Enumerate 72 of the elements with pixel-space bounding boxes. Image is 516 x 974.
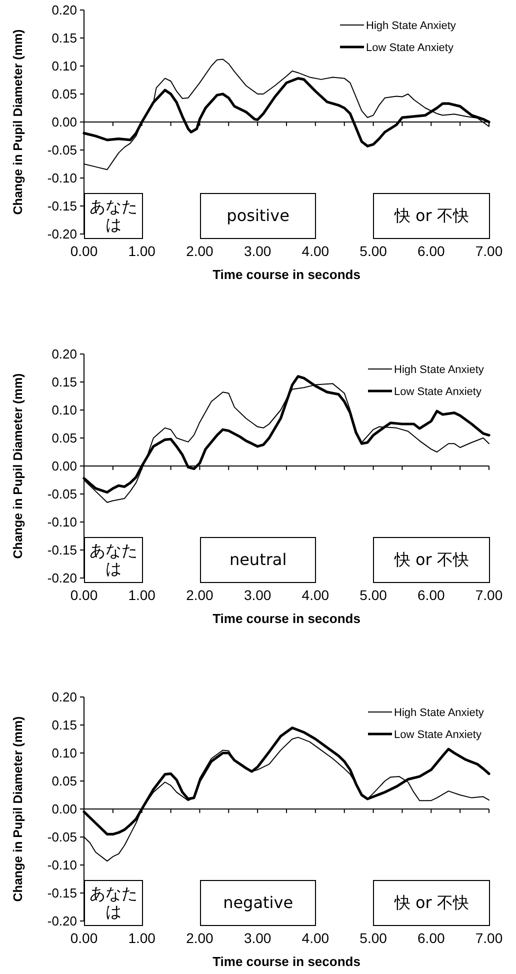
y-tick-label: -0.05	[47, 486, 77, 502]
y-tick-label: 0.05	[52, 774, 77, 788]
y-axis-title: Change in Pupil Diameter (mm)	[11, 373, 25, 559]
y-tick-label: -0.15	[47, 198, 77, 214]
x-tick-label: 4.00	[302, 243, 330, 259]
y-tick-label: -0.20	[47, 914, 77, 928]
x-tick-label: 2.00	[186, 587, 214, 603]
y-tick-label: 0.00	[52, 114, 77, 130]
y-tick-label: -0.20	[47, 570, 77, 586]
y-tick-label: 0.15	[52, 374, 77, 390]
x-tick-label: 7.00	[475, 587, 503, 603]
y-tick-label: 0.20	[52, 690, 77, 704]
y-tick-label: -0.10	[47, 170, 77, 186]
x-tick-label: 4.00	[302, 930, 330, 946]
x-axis-title: Time course in seconds	[212, 611, 360, 626]
band-label: あなたは	[84, 880, 143, 926]
y-tick-label: 0.00	[52, 802, 77, 816]
legend-label: Low State Anxiety	[394, 386, 482, 398]
y-tick-label: -0.10	[47, 858, 77, 872]
legend-label: Low State Anxiety	[394, 729, 482, 741]
y-tick-label: 0.00	[52, 458, 77, 474]
x-tick-label: 0.00	[70, 930, 98, 946]
y-tick-label: -0.05	[47, 830, 77, 844]
x-tick-label: 1.00	[128, 930, 156, 946]
x-tick-label: 0.00	[70, 243, 98, 259]
x-tick-label: 6.00	[418, 243, 445, 259]
x-tick-label: 5.00	[360, 930, 388, 946]
legend-label: High State Anxiety	[394, 707, 484, 719]
y-tick-label: -0.15	[47, 886, 77, 900]
band-label: 快 or 不快	[373, 192, 490, 239]
y-tick-label: 0.15	[52, 30, 77, 46]
legend-label: High State Anxiety	[366, 20, 456, 32]
y-tick-label: -0.20	[47, 226, 77, 242]
y-tick-label: 0.15	[52, 718, 77, 732]
x-tick-label: 3.00	[244, 930, 272, 946]
y-tick-label: 0.10	[52, 746, 77, 760]
legend-label: High State Anxiety	[394, 364, 484, 376]
legend-label: Low State Anxiety	[366, 42, 454, 54]
y-tick-label: -0.05	[47, 142, 77, 158]
y-tick-label: 0.20	[52, 2, 77, 18]
band-label: 快 or 不快	[373, 880, 490, 926]
x-tick-label: 2.00	[186, 243, 214, 259]
x-axis-title: Time course in seconds	[212, 267, 360, 282]
y-tick-label: 0.05	[52, 430, 77, 446]
band-label: neutral	[200, 536, 316, 583]
x-tick-label: 2.00	[186, 930, 214, 946]
x-tick-label: 7.00	[475, 930, 503, 946]
band-label: あなたは	[84, 536, 143, 583]
y-tick-label: 0.10	[52, 402, 77, 418]
band-label: 快 or 不快	[373, 536, 490, 583]
y-tick-label: 0.10	[52, 58, 77, 74]
x-tick-label: 6.00	[418, 587, 445, 603]
y-tick-label: -0.10	[47, 514, 77, 530]
y-axis-title: Change in Pupil Diameter (mm)	[11, 29, 25, 215]
y-axis-title: Change in Pupil Diameter (mm)	[11, 716, 25, 902]
band-label: negative	[200, 880, 316, 926]
x-tick-label: 5.00	[360, 587, 388, 603]
y-tick-label: 0.05	[52, 86, 77, 102]
band-label: あなたは	[84, 192, 143, 239]
y-tick-label: -0.15	[47, 542, 77, 558]
x-tick-label: 0.00	[70, 587, 98, 603]
x-tick-label: 7.00	[475, 243, 503, 259]
x-tick-label: 3.00	[244, 243, 272, 259]
x-tick-label: 5.00	[360, 243, 388, 259]
x-tick-label: 4.00	[302, 587, 330, 603]
x-tick-label: 3.00	[244, 587, 272, 603]
x-tick-label: 1.00	[128, 243, 156, 259]
x-axis-title: Time course in seconds	[212, 954, 360, 969]
x-tick-label: 6.00	[418, 930, 445, 946]
band-label: positive	[200, 192, 316, 239]
y-tick-label: 0.20	[52, 346, 77, 362]
x-tick-label: 1.00	[128, 587, 156, 603]
